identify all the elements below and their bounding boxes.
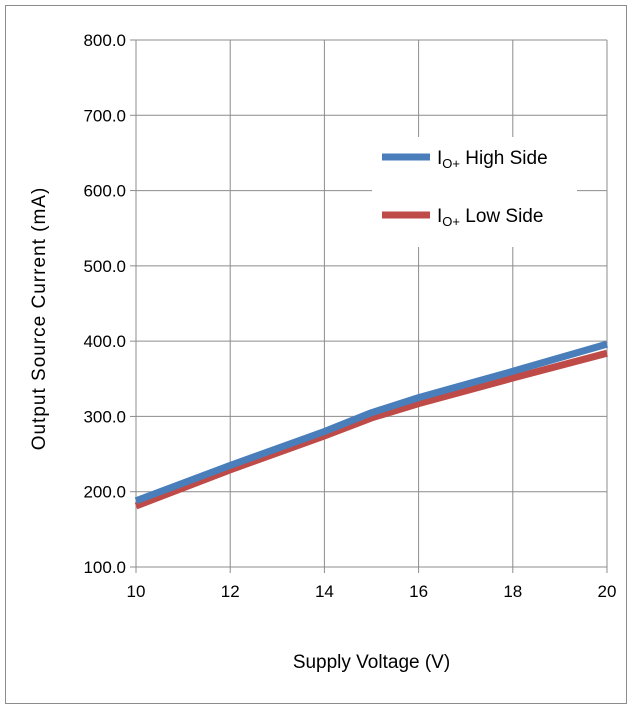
y-axis-ticks: 100.0 200.0 300.0 400.0 500.0 600.0 700.0 800.0 [83,31,126,577]
series-line-0 [134,340,608,505]
x-tick-label: 12 [221,582,240,601]
legend-label-0: IO+ High Side [437,148,548,171]
y-tick-label: 300.0 [83,407,126,426]
x-tick-label: 10 [127,582,146,601]
series-layer [134,340,608,510]
y-tick-label: 500.0 [83,257,126,276]
y-tick-label: 100.0 [83,558,126,577]
legend: IO+ High Side IO+ Low Side [372,137,577,247]
chart-frame [5,5,627,704]
y-tick-label: 700.0 [83,106,126,125]
y-axis-title: Output Source Current (mA) [29,187,50,451]
x-tick-label: 18 [503,582,522,601]
grid-lines [130,39,608,573]
x-tick-label: 14 [315,582,334,601]
y-tick-label: 200.0 [83,483,126,502]
legend-label-1: IO+ Low Side [437,206,543,229]
y-tick-label: 600.0 [83,182,126,201]
x-tick-label: 20 [598,582,617,601]
x-axis-ticks: 10 12 14 16 18 20 [127,582,617,601]
x-axis-title: Supply Voltage (V) [293,652,450,673]
y-tick-label: 800.0 [83,31,126,50]
x-tick-label: 16 [409,582,428,601]
series-line-1 [134,349,608,510]
y-tick-label: 400.0 [83,332,126,351]
